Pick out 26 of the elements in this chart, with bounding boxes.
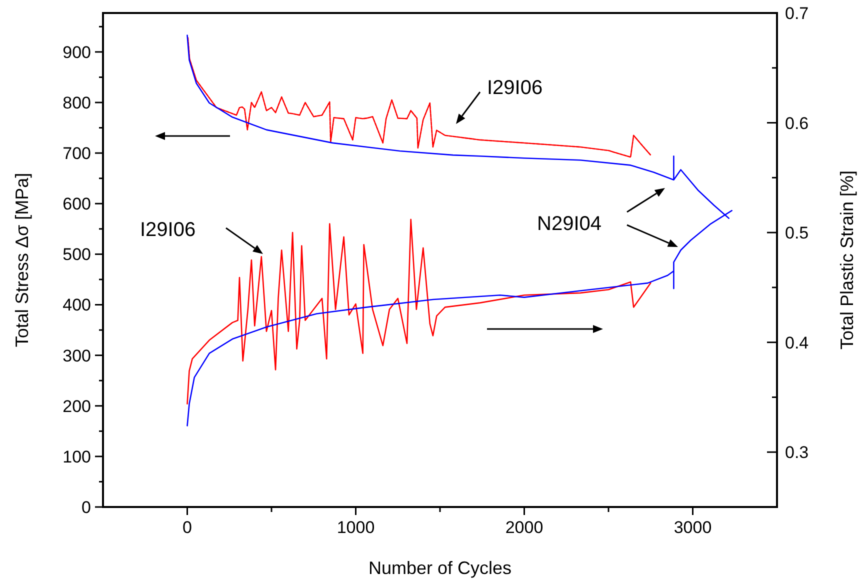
y-tick-label: 500: [62, 245, 91, 264]
y2-tick-label: 0.6: [785, 114, 809, 133]
y2-tick-label: 0.5: [785, 224, 809, 243]
annotation: N29I04: [537, 213, 602, 235]
x-tick-label: 2000: [505, 518, 544, 537]
y-tick-label: 200: [62, 396, 91, 416]
y-tick-label: 800: [62, 93, 91, 112]
x-tick-label: 3000: [674, 518, 712, 537]
annotation: I29I06: [140, 219, 196, 241]
y-tick-label: 100: [62, 447, 91, 466]
y2-tick-label: 0.3: [785, 443, 809, 462]
line-series: [187, 37, 652, 158]
y-tick-label: 400: [62, 296, 91, 315]
y-tick-label: 600: [62, 194, 91, 214]
x-tick-label: 0: [182, 518, 192, 537]
x-tick-label: 1000: [336, 518, 375, 537]
y-tick-label: 900: [62, 42, 91, 62]
y2-tick-label: 0.4: [785, 333, 809, 352]
y-tick-label: 0: [82, 498, 91, 517]
y-tick-label: 300: [62, 346, 91, 366]
x-axis-title: Number of Cycles: [368, 558, 512, 578]
y-axis-title: Total Stress Δσ [MPa]: [12, 172, 32, 348]
y-tick-label: 700: [62, 144, 91, 164]
y2-axis-title: Total Plastic Strain [%]: [837, 170, 857, 350]
y2-tick-label: 0.7: [785, 4, 809, 23]
annotation: I29I06: [487, 77, 543, 99]
